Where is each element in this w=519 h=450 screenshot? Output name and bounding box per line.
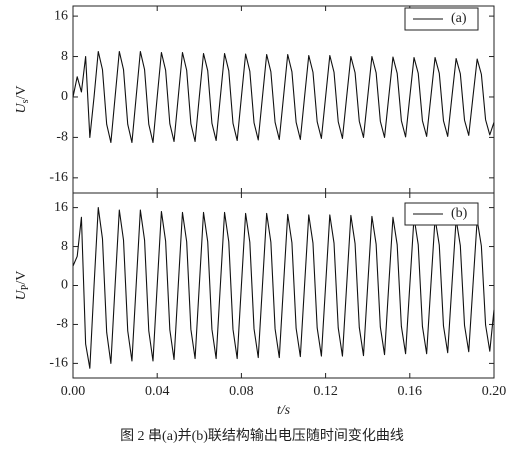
figure-caption: 图 2 串(a)并(b)联结构输出电压随时间变化曲线 [120, 428, 404, 444]
y-axis-label-unit: /V [14, 85, 29, 99]
legend-label: (b) [451, 206, 468, 221]
x-tick-label: 0.12 [313, 384, 338, 399]
voltage-line [72, 207, 495, 369]
x-tick-label: 0.00 [61, 384, 86, 399]
y-axis-label-subscript: P [20, 284, 31, 290]
y-axis-label-symbol: U [14, 103, 29, 114]
x-tick-label: 0.08 [229, 384, 254, 399]
y-tick-label: -8 [56, 317, 68, 332]
x-axis-label: t/s [277, 403, 291, 418]
y-tick-label: 8 [61, 239, 68, 254]
y-tick-label: 8 [61, 49, 68, 64]
y-tick-label: 0 [61, 278, 68, 293]
y-tick-label: 16 [54, 200, 68, 215]
y-axis-label-subscript: s [20, 99, 31, 103]
y-axis-label-unit: /V [14, 271, 29, 285]
y-tick-label: -16 [49, 170, 68, 185]
y-tick-label: 0 [61, 89, 68, 104]
legend-label: (a) [451, 11, 467, 26]
y-tick-label: 16 [54, 8, 68, 23]
voltage-line [72, 50, 495, 144]
y-axis-label: UP/V [14, 271, 31, 301]
y-tick-label: -8 [56, 130, 68, 145]
x-tick-label: 0.16 [398, 384, 423, 399]
x-tick-label: 0.04 [145, 384, 170, 399]
y-axis-label: Us/V [14, 85, 31, 113]
y-axis-label-symbol: U [14, 289, 29, 300]
x-tick-label: 0.20 [482, 384, 507, 399]
y-tick-label: -16 [49, 356, 68, 371]
